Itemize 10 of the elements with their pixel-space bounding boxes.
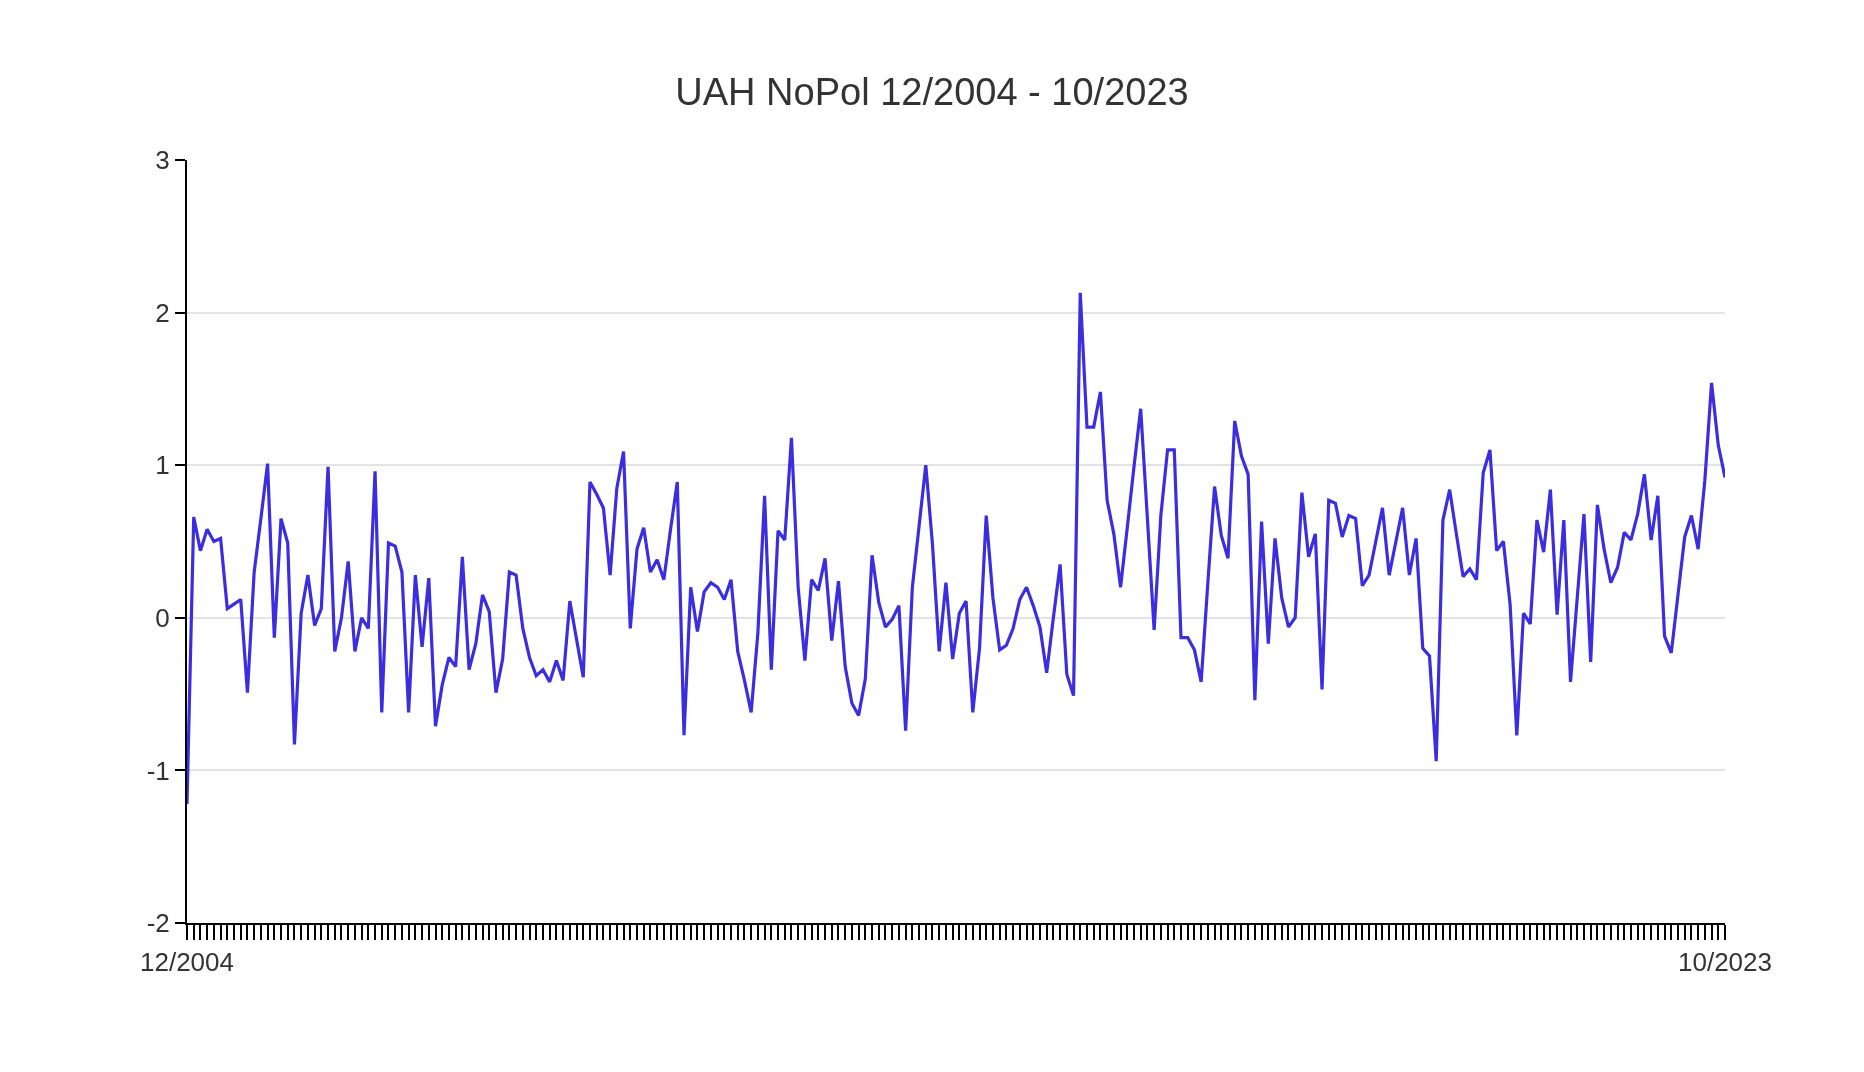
x-tick-label: 10/2023 (1678, 947, 1772, 978)
chart-title: UAH NoPol 12/2004 - 10/2023 (675, 71, 1189, 114)
y-tick-label: 1 (155, 450, 170, 481)
line-series (187, 291, 1725, 806)
y-tick-label: -1 (146, 755, 170, 786)
y-tick-label: 2 (155, 297, 170, 328)
x-tick-label: 12/2004 (140, 947, 234, 978)
y-tick-label: 3 (155, 145, 170, 176)
y-tick-label: -2 (146, 908, 170, 939)
y-tick-label: 0 (155, 602, 170, 633)
